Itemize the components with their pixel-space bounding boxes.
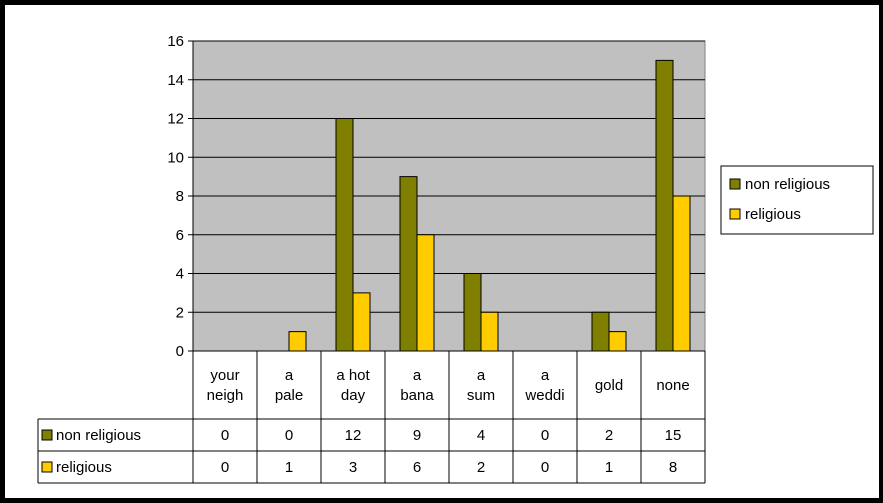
legend-box <box>720 165 874 235</box>
bar <box>591 311 610 352</box>
y-tick-label: 10 <box>167 149 184 166</box>
data-label: 0 <box>541 459 549 476</box>
data-label: 0 <box>221 427 229 444</box>
category-label: a <box>285 367 294 384</box>
category-label: pale <box>275 387 303 404</box>
category-label: a <box>413 367 422 384</box>
bar <box>480 311 499 352</box>
category-label: your <box>210 367 239 384</box>
legend-key <box>729 178 741 190</box>
data-label: 4 <box>477 427 485 444</box>
data-label: 1 <box>285 459 293 476</box>
y-tick-label: 16 <box>167 33 184 50</box>
data-label: 15 <box>665 427 682 444</box>
bar <box>352 292 371 352</box>
y-tick-label: 12 <box>167 111 184 128</box>
data-label: 0 <box>221 459 229 476</box>
bar <box>608 331 627 352</box>
bar <box>655 59 674 352</box>
table-legend-key <box>41 429 53 441</box>
category-label: a <box>477 367 486 384</box>
bar <box>335 118 354 352</box>
data-label: 6 <box>413 459 421 476</box>
data-label: 2 <box>605 427 613 444</box>
data-label: 12 <box>345 427 362 444</box>
data-label: 0 <box>541 427 549 444</box>
table-series-label: religious <box>56 459 112 476</box>
data-label: 3 <box>349 459 357 476</box>
category-label: bana <box>400 387 434 404</box>
y-tick-label: 4 <box>176 266 184 283</box>
category-label: none <box>656 377 689 394</box>
category-label: gold <box>595 377 623 394</box>
y-tick-label: 8 <box>176 188 184 205</box>
legend-key <box>729 208 741 220</box>
category-label: neigh <box>207 387 244 404</box>
data-label: 9 <box>413 427 421 444</box>
y-tick-label: 14 <box>167 72 184 89</box>
category-label: a hot <box>336 367 370 384</box>
legend-label: non religious <box>745 176 830 193</box>
data-label: 2 <box>477 459 485 476</box>
table-legend-key <box>41 461 53 473</box>
y-tick-label: 2 <box>176 304 184 321</box>
bar <box>672 195 691 352</box>
bar <box>399 176 418 352</box>
data-label: 1 <box>605 459 613 476</box>
category-label: a <box>541 367 550 384</box>
table-series-label: non religious <box>56 427 141 444</box>
data-label: 0 <box>285 427 293 444</box>
bar <box>288 331 307 352</box>
y-tick-label: 6 <box>176 227 184 244</box>
data-label: 8 <box>669 459 677 476</box>
category-label: day <box>341 387 366 404</box>
category-label: weddi <box>524 387 564 404</box>
bar <box>416 234 435 352</box>
category-label: sum <box>467 387 495 404</box>
chart-area: 0 2 4 6 8 10 12 14 16 your neigh a pale a hot day a bana… <box>5 5 879 498</box>
y-tick-label: 0 <box>176 343 184 360</box>
bar <box>463 273 482 352</box>
legend-label: religious <box>745 206 801 223</box>
